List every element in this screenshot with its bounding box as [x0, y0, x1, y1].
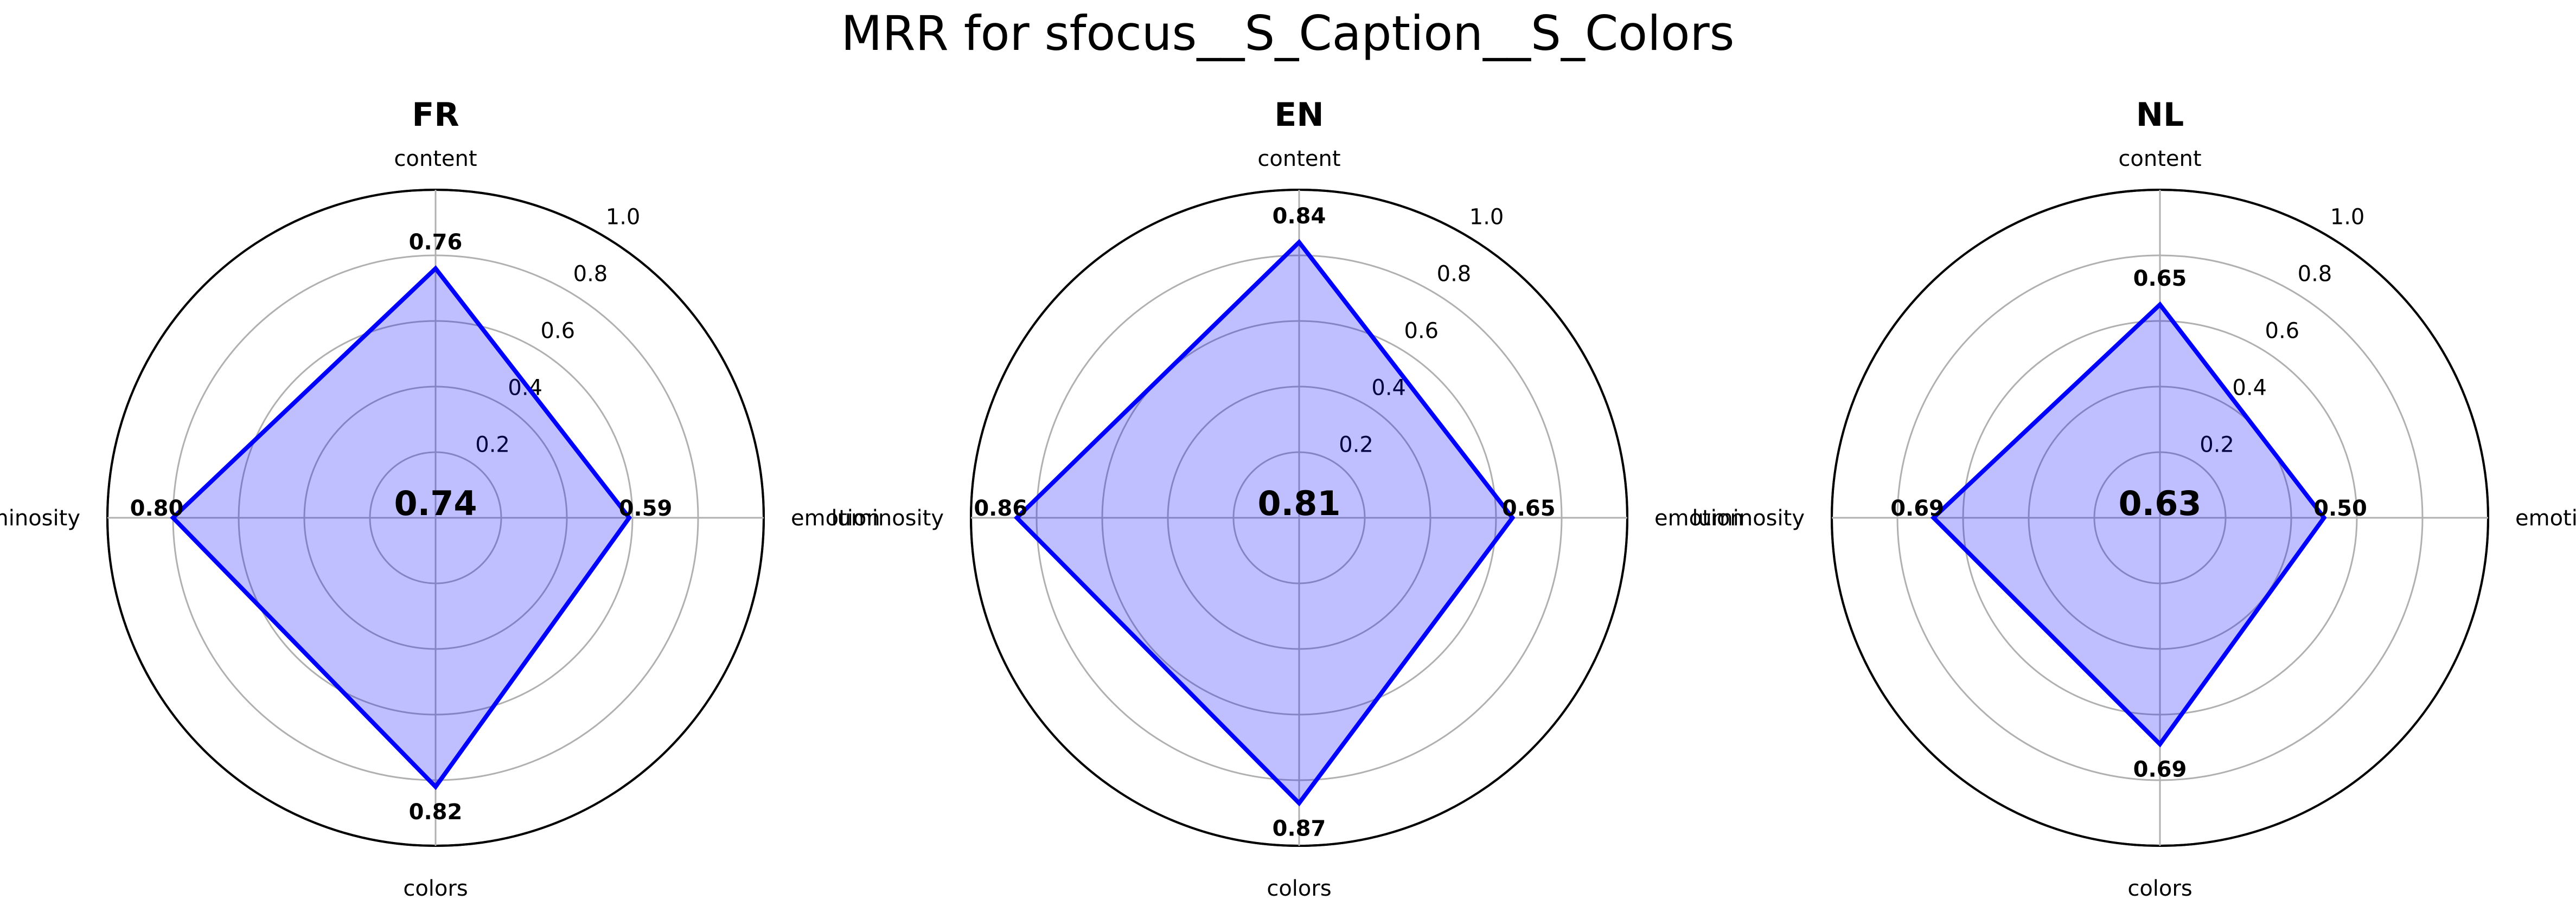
radar-panel-fr: 0.20.40.60.81.0contentemotioncolorslumin…: [0, 96, 880, 901]
radar-tick-label: 0.6: [2265, 318, 2300, 343]
radar-tick-label: 1.0: [606, 204, 641, 229]
radar-value-label: 0.80: [130, 496, 184, 521]
radar-series-area: [1930, 301, 2327, 748]
radar-value-label: 0.65: [2133, 266, 2187, 291]
radar-tick-label: 0.6: [541, 318, 576, 343]
radar-series-area: [170, 265, 632, 791]
radar-tick-label: 0.2: [475, 432, 510, 457]
radar-panels: 0.2 0.4 0.6 0.8 1.0 content emotion colors lumin…: [0, 96, 2576, 901]
radar-axis-label-emotion: emotion: [791, 506, 880, 531]
radar-value-label: 0.86: [974, 496, 1027, 521]
radar-axis-label-emotion: emotion: [2515, 506, 2576, 531]
radar-panel-nl: 0.2 0.4 0.6 0.8 1.0 content emotion colors lumin…: [1692, 96, 2576, 901]
radar-tick-label: 1.0: [1469, 204, 1504, 229]
radar-axis-label-colors: colors: [403, 876, 468, 901]
radar-value-label: 0.87: [1273, 816, 1326, 841]
radar-axis-label-luminosity: luminosity: [831, 506, 944, 531]
radar-tick-label: 0.8: [573, 261, 608, 286]
radar-tick-label: 0.2: [2200, 432, 2234, 457]
radar-tick-label: 0.4: [2232, 375, 2267, 400]
radar-center-value: 0.74: [394, 484, 477, 523]
radar-axis-label-content: content: [394, 146, 477, 171]
radar-value-label: 0.59: [619, 496, 673, 521]
radar-tick-label: 0.8: [1437, 261, 1472, 286]
radar-center-value: 0.63: [2119, 484, 2202, 523]
radar-tick-label: 1.0: [2330, 204, 2365, 229]
radar-center-value: 0.81: [1258, 484, 1341, 523]
radar-value-label: 0.69: [1890, 496, 1944, 521]
radar-panel-title: FR: [412, 96, 459, 134]
radar-tick-label: 0.2: [1339, 432, 1373, 457]
radar-panel-en: 0.2 0.4 0.6 0.8 1.0 content emotion colors lumin…: [831, 96, 1743, 901]
radar-value-label: 0.50: [2313, 496, 2367, 521]
figure-title: MRR for sfocus__S_Caption__S_Colors: [841, 5, 1735, 61]
radar-value-label: 0.65: [1502, 496, 1556, 521]
radar-tick-label: 0.4: [1371, 375, 1406, 400]
radar-axis-label-colors: colors: [2127, 876, 2192, 901]
radar-axis-label-luminosity: luminosity: [1692, 506, 1805, 531]
radar-value-label: 0.82: [409, 800, 463, 825]
radar-panel-title: EN: [1274, 96, 1324, 134]
radar-value-label: 0.76: [409, 230, 463, 255]
radar-tick-label: 0.6: [1404, 318, 1439, 343]
radar-series-area: [1014, 239, 1516, 807]
radar-value-label: 0.84: [1273, 204, 1326, 229]
radar-axis-label-colors: colors: [1267, 876, 1331, 901]
radar-axis-label-emotion: emotion: [1654, 506, 1744, 531]
radar-tick-label: 0.8: [2298, 261, 2332, 286]
radar-axis-label-luminosity: luminosity: [0, 506, 80, 531]
radar-axis-label-content: content: [1257, 146, 1340, 171]
radar-panel-title: NL: [2136, 96, 2184, 134]
radar-value-label: 0.69: [2133, 757, 2187, 782]
radar-axis-label-content: content: [2118, 146, 2201, 171]
